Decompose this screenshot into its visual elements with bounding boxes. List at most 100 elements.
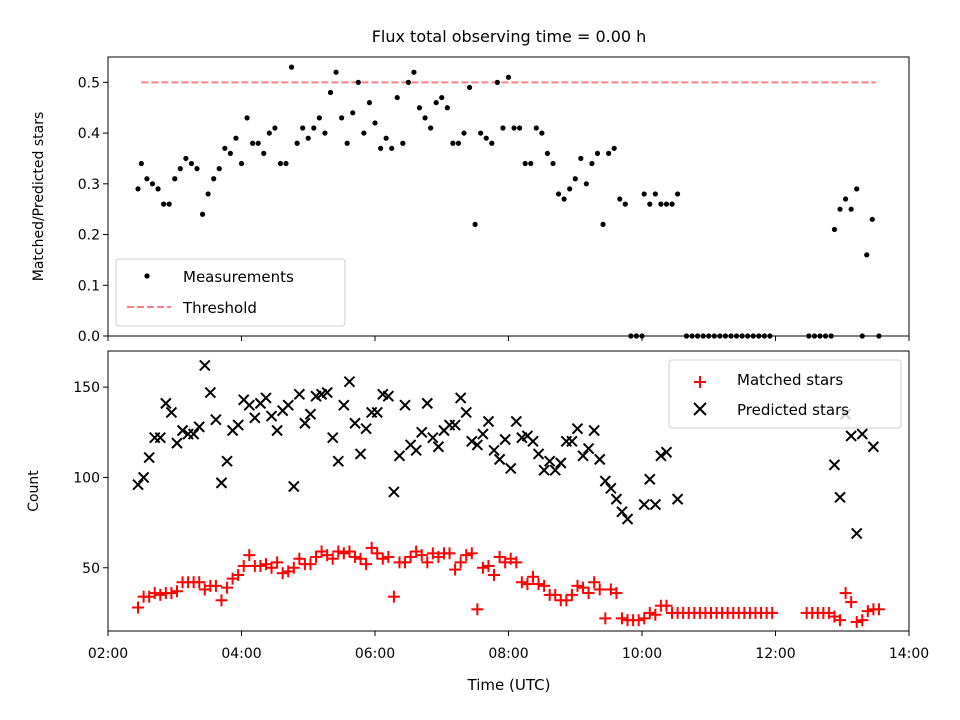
measurement-point: [283, 160, 289, 167]
predicted-star-point: [288, 480, 300, 493]
x-stroke-b: [532, 448, 545, 460]
measurement-point: [555, 191, 562, 197]
predicted-star-point: [493, 453, 506, 466]
x-stroke-b: [488, 444, 500, 457]
top-y-axis-label: Matched/Predicted stars: [31, 112, 47, 282]
matched-star-point: [599, 612, 612, 625]
x-stroke-b: [660, 446, 673, 458]
measurement-point: [594, 150, 601, 156]
measurement-point: [216, 166, 222, 172]
matched-star-point: [421, 556, 434, 569]
predicted-star-point: [204, 386, 217, 399]
x-stroke-b: [171, 437, 183, 449]
x-stroke-b: [349, 417, 361, 429]
measurement-point: [172, 176, 178, 182]
measurement-point: [350, 110, 356, 116]
matched-star-point: [526, 570, 539, 583]
measurement-point: [461, 130, 467, 136]
matched-star-point: [845, 596, 858, 609]
x-stroke-b: [449, 419, 461, 431]
matched-star-point: [209, 579, 222, 592]
matched-star-point: [254, 559, 267, 572]
x-stroke-b: [393, 450, 406, 462]
predicted-star-point: [221, 455, 233, 467]
predicted-star-point: [538, 464, 550, 476]
predicted-star-point: [856, 428, 868, 440]
predicted-star-point: [265, 410, 278, 422]
matched-star-point: [856, 614, 869, 627]
measurement-point: [255, 140, 261, 146]
measurement-point: [567, 186, 573, 192]
measurement-point: [578, 155, 584, 162]
measurement-point: [411, 69, 417, 75]
matched-star-point: [454, 556, 467, 569]
measurement-point: [428, 125, 434, 131]
x-stroke-b: [454, 392, 467, 404]
measurement-point: [138, 160, 144, 167]
measurement-point: [135, 186, 141, 192]
predicted-star-point: [566, 435, 578, 448]
predicted-star-point: [271, 424, 283, 437]
measurement-point: [472, 221, 478, 227]
measurement-point: [155, 186, 161, 192]
matched-star-point: [610, 587, 623, 600]
x-stroke-b: [638, 498, 650, 511]
measurement-point: [166, 201, 172, 207]
predicted-star-point: [571, 422, 584, 435]
x-stroke-b: [671, 493, 684, 505]
measurement-point: [533, 125, 539, 131]
x-stroke-b: [338, 399, 350, 411]
bottom-y-ticks: 50 100 150: [73, 380, 108, 577]
x-stroke-b: [232, 419, 244, 431]
measurement-point: [394, 94, 400, 101]
measurement-point: [322, 130, 328, 136]
legend-marker-measurements: [144, 273, 150, 279]
measurement-point: [250, 140, 256, 146]
x-stroke-b: [249, 412, 261, 424]
bottom-x-ticks: 02:00 04:00 06:00 08:00 10:00 12:00 14:00: [88, 631, 929, 662]
x-stroke-b: [260, 392, 272, 404]
matched-star-point: [193, 576, 206, 589]
x-stroke-b: [471, 439, 484, 451]
measurement-point: [539, 130, 545, 136]
matched-star-point: [460, 549, 473, 562]
x-stroke-b: [416, 426, 428, 438]
predicted-star-point: [143, 451, 155, 464]
predicted-star-point: [171, 437, 183, 449]
matched-star-point: [360, 558, 373, 571]
measurement-point: [261, 150, 267, 156]
matched-star-point: [265, 561, 278, 574]
measurement-point: [294, 140, 300, 146]
matched-star-point: [348, 550, 361, 563]
matched-star-point: [399, 556, 412, 569]
x-stroke-b: [421, 397, 433, 410]
matched-star-point: [532, 578, 545, 591]
measurement-point: [658, 201, 664, 207]
y-tick-label: 0.0: [78, 329, 100, 345]
matched-star-point: [582, 587, 595, 600]
x-stroke-b: [282, 399, 294, 411]
measurement-point: [511, 125, 517, 131]
x-stroke-b: [154, 432, 166, 444]
x-stroke-b: [566, 435, 578, 448]
x-stroke-b: [304, 408, 317, 420]
x-stroke-b: [143, 451, 155, 464]
measurement-point: [144, 176, 150, 182]
matched-star-point: [443, 547, 456, 560]
predicted-star-point: [304, 408, 317, 420]
predicted-star-point: [282, 399, 294, 411]
measurement-point: [194, 166, 200, 172]
x-stroke-b: [176, 424, 189, 437]
matched-star-point: [371, 547, 384, 560]
x-stroke-b: [160, 397, 172, 410]
predicted-star-point: [499, 433, 511, 446]
x-tick-label: 06:00: [355, 646, 395, 662]
predicted-star-point: [299, 417, 311, 429]
predicted-star-point: [293, 388, 306, 401]
predicted-star-point: [393, 450, 406, 462]
x-stroke-b: [856, 428, 868, 440]
predicted-star-point: [532, 448, 545, 460]
predicted-star-point: [527, 435, 539, 448]
x-stroke-b: [577, 450, 589, 462]
x-stroke-b: [199, 359, 211, 372]
